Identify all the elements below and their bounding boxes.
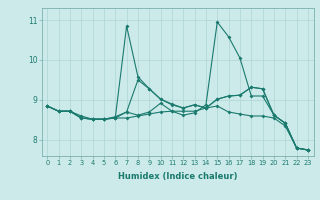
X-axis label: Humidex (Indice chaleur): Humidex (Indice chaleur) <box>118 172 237 181</box>
